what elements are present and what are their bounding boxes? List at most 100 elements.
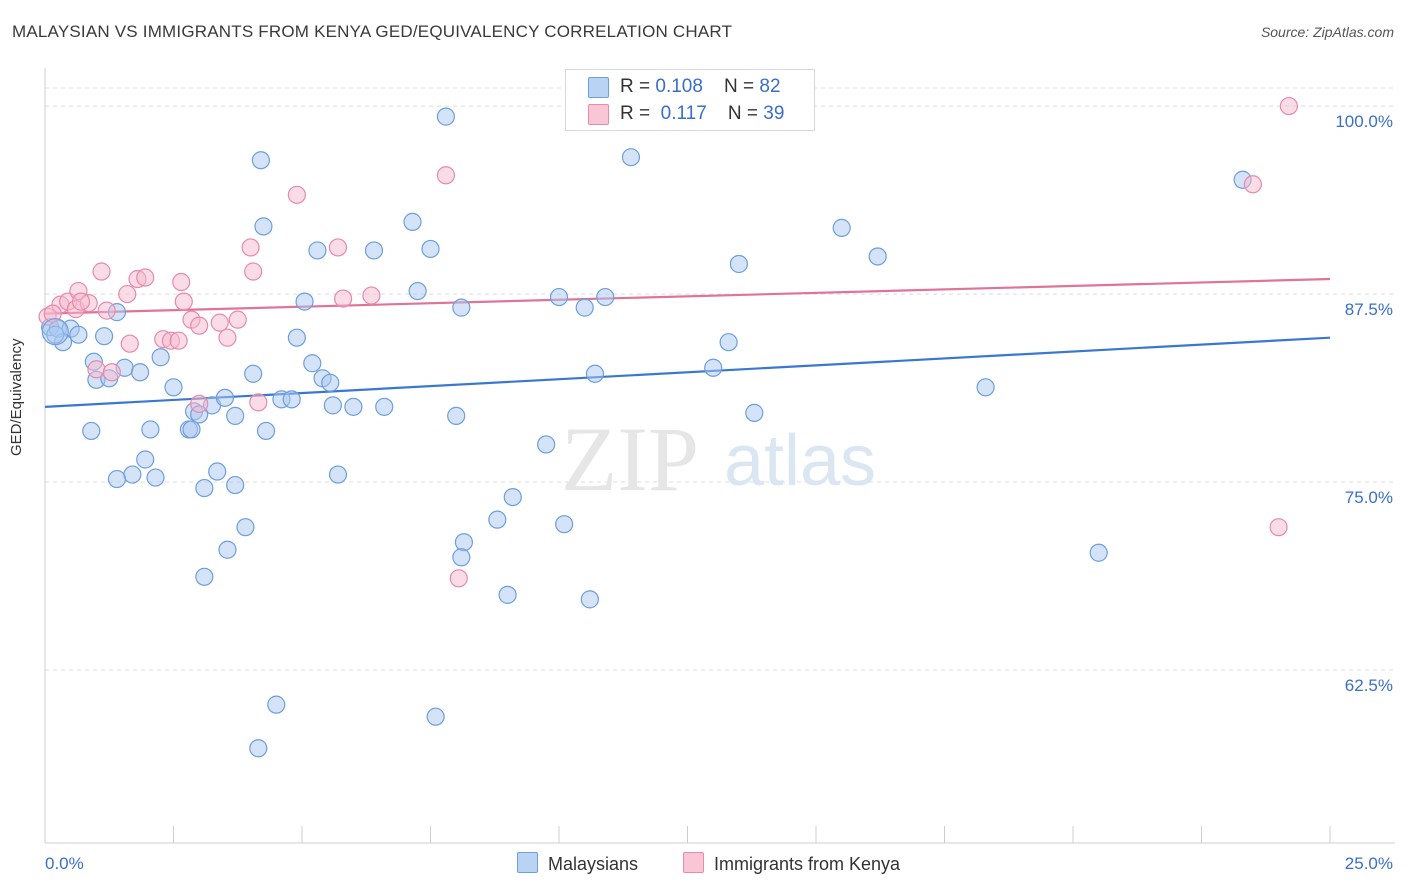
kenya-point (1243, 175, 1263, 194)
kenya-point (71, 292, 91, 311)
y-tick-label: 62.5% (1345, 676, 1393, 695)
blue-swatch (517, 852, 538, 873)
y-tick-label: 100.0% (1335, 112, 1393, 131)
kenya-point (328, 238, 348, 257)
legend-item-kenya[interactable]: Immigrants from Kenya (683, 852, 900, 875)
legend-item-malaysians[interactable]: Malaysians (517, 852, 638, 875)
kenya-point (1279, 96, 1298, 116)
malaysian-point (82, 421, 101, 441)
malaysian-point (208, 462, 227, 481)
malaysian-point (452, 298, 471, 317)
malaysian-point (719, 333, 738, 352)
malaysian-point (226, 406, 245, 425)
malaysian-point (621, 148, 641, 167)
malaysian-point (182, 420, 201, 439)
malaysian-point (107, 469, 127, 489)
malaysian-point (321, 373, 340, 392)
malaysian-point (976, 378, 995, 397)
kenya-point (436, 166, 456, 185)
watermark: ZIP atlas (561, 408, 876, 510)
malaysian-point (596, 287, 615, 307)
malaysian-point (195, 478, 214, 498)
data-points (38, 96, 1298, 758)
r-label: R = (620, 76, 656, 97)
kenya-point (362, 286, 381, 305)
malaysian-point (488, 510, 507, 529)
malaysian-point (745, 403, 764, 422)
malaysian-point (549, 287, 569, 307)
r-value: 0.108 (655, 76, 703, 97)
kenya-point (118, 284, 137, 304)
blue-swatch (588, 77, 609, 98)
n-label: N = (724, 76, 760, 97)
malaysian-point (267, 695, 286, 714)
malaysian-point (426, 707, 445, 726)
malaysian-point (46, 325, 65, 344)
kenya-point (249, 393, 268, 412)
kenya-point (190, 316, 209, 335)
kenya-point (210, 313, 229, 332)
r-value: 0.117 (660, 103, 707, 124)
malaysian-point (328, 465, 348, 484)
n-value: 39 (763, 103, 785, 124)
malaysian-point (130, 363, 150, 382)
malaysian-point (95, 327, 114, 346)
malaysian-cluster-point (41, 318, 69, 346)
kenya-point (43, 304, 62, 323)
malaysian-trend-line (44, 336, 1331, 408)
kenya-point (218, 328, 237, 347)
malaysian-point (729, 254, 749, 274)
malaysian-point (704, 358, 723, 377)
malaysian-point (436, 107, 456, 126)
y-tick-label: 87.5% (1345, 300, 1393, 319)
malaysian-point (251, 151, 270, 170)
malaysian-point (146, 468, 165, 487)
malaysian-point (408, 281, 427, 301)
malaysian-point (447, 406, 466, 425)
malaysian-point (69, 325, 88, 344)
malaysian-point (123, 465, 142, 484)
malaysian-point (215, 388, 234, 407)
malaysian-point (585, 364, 605, 383)
malaysian-point (164, 378, 183, 397)
malaysian-point (832, 218, 851, 237)
legend-label: Malaysians (548, 854, 639, 874)
pink-swatch (588, 104, 609, 125)
malaysian-point (498, 585, 517, 604)
malaysian-point (141, 420, 160, 439)
r-label: R = (620, 103, 656, 124)
kenya-point (1269, 518, 1288, 537)
kenya-point (228, 310, 247, 329)
malaysian-point (375, 397, 394, 416)
malaysian-point (537, 435, 556, 454)
watermark-atlas: atlas (724, 421, 876, 501)
malaysian-point (364, 241, 384, 260)
malaysian-point (226, 475, 245, 495)
malaysian-point (503, 487, 522, 507)
axes (44, 68, 1395, 844)
malaysian-point (282, 390, 301, 409)
malaysian-point (303, 354, 322, 373)
malaysian-point (249, 739, 268, 758)
malaysian-point (452, 548, 471, 567)
kenya-point (287, 185, 306, 204)
malaysian-point (555, 515, 574, 534)
malaysian-point (454, 533, 474, 552)
malaysian-point (421, 239, 440, 259)
chart-title: MALAYSIAN VS IMMIGRANTS FROM KENYA GED/E… (12, 22, 733, 41)
pink-swatch (683, 852, 704, 873)
malaysian-point (344, 397, 363, 416)
malaysian-point (256, 421, 276, 441)
malaysian-point (575, 298, 594, 317)
kenya-point (244, 262, 263, 281)
kenya-point (120, 334, 139, 353)
kenya-point (102, 363, 121, 382)
source-label: Source: ZipAtlas.com (1260, 24, 1394, 40)
malaysian-point (218, 540, 237, 559)
kenya-trend-line (44, 277, 1331, 315)
x-tick-label: 25.0% (1345, 854, 1393, 873)
kenya-point (241, 238, 260, 257)
kenya-point (87, 360, 106, 379)
malaysian-point (254, 217, 273, 236)
malaysian-point (580, 590, 599, 609)
